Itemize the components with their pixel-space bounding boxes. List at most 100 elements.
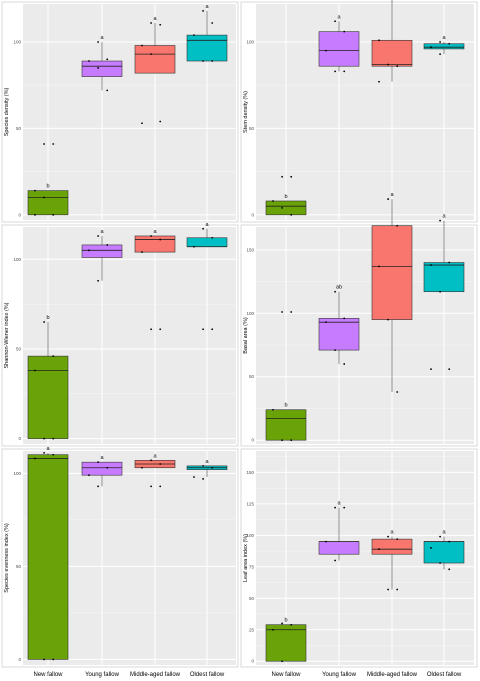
box-rect [27, 190, 69, 216]
y-tick-label: 0 [251, 212, 254, 217]
y-tick-label: 50 [16, 346, 22, 351]
data-point [343, 363, 346, 365]
panel-leaf-area: 0 25 50 75 100 125 150 Leaf area index (%) b a a a [240, 448, 478, 668]
significance-letter: ab [336, 285, 342, 291]
data-point [281, 439, 283, 442]
y-tick-label: 50 [249, 126, 255, 131]
y-tick-label: 75 [249, 564, 255, 569]
data-point [106, 244, 109, 246]
data-point [211, 236, 214, 239]
data-point [150, 459, 153, 462]
data-point [159, 328, 162, 331]
x-category-label: Middle-aged fallow [130, 672, 181, 678]
panel-stem-density: 0 50 100 Stem density (%) b a a a [240, 0, 478, 223]
data-point [202, 60, 205, 62]
box-rect [265, 409, 307, 441]
data-point [378, 265, 380, 268]
data-point [106, 466, 109, 469]
box-rect [318, 541, 360, 555]
data-point [211, 22, 214, 24]
data-point [272, 628, 274, 631]
data-point [202, 464, 205, 467]
data-point [281, 175, 283, 178]
box-1: a [81, 35, 123, 91]
significance-letter: a [205, 4, 209, 10]
significance-letter: a [153, 229, 157, 235]
box-rect [81, 461, 123, 476]
box-rect [134, 45, 176, 74]
data-point [141, 122, 143, 125]
data-point [159, 238, 162, 241]
data-point [34, 189, 36, 192]
data-point [211, 60, 214, 62]
data-point [150, 328, 153, 331]
data-point [43, 658, 45, 661]
box-rect [318, 318, 360, 351]
data-point [439, 41, 441, 43]
box-0: b [265, 618, 307, 662]
y-tick-label: 0 [18, 657, 21, 662]
box-3: a [423, 530, 465, 570]
data-point [430, 368, 432, 371]
y-axis-label: Stem density (%) [243, 91, 249, 133]
data-point [387, 198, 389, 200]
box-rect [186, 237, 228, 248]
significance-letter: a [390, 530, 394, 536]
x-category-label: Young fallow [322, 672, 356, 678]
data-point [448, 568, 451, 571]
significance-letter: a [153, 453, 157, 459]
box-2: a [134, 453, 176, 469]
data-point [325, 321, 327, 324]
data-point [43, 451, 45, 454]
data-point [325, 540, 327, 543]
data-point [448, 42, 451, 45]
box-rect [423, 43, 465, 50]
x-axis-categories: New fallow Young fallow Middle-aged fallow… [33, 672, 461, 678]
data-point [88, 60, 90, 62]
significance-letter: a [100, 455, 104, 461]
data-point [150, 235, 153, 237]
x-category-label: Oldest fallow [427, 672, 462, 678]
y-axis-label: Species evenness index (%) [4, 523, 10, 593]
data-point [97, 235, 99, 237]
data-point [193, 245, 195, 248]
data-point [97, 461, 99, 464]
y-tick-label: 100 [13, 471, 21, 476]
significance-letter: a [442, 214, 446, 220]
y-tick-label: 0 [251, 438, 254, 443]
box-0: b [265, 194, 307, 216]
data-point [159, 463, 162, 465]
significance-letter: a [46, 446, 50, 452]
data-point [97, 279, 99, 282]
data-point [439, 562, 441, 564]
data-point [34, 457, 36, 460]
y-tick-label: 50 [249, 596, 255, 601]
data-point [150, 485, 153, 488]
data-point [439, 535, 441, 538]
box-rect [265, 624, 307, 662]
data-point [439, 53, 441, 56]
data-point [141, 466, 143, 469]
data-point [387, 63, 389, 66]
panel-shannon-wiener: 0 50 100 Shannon-Wiener index (%) b a a a [1, 222, 239, 447]
data-point [88, 474, 90, 477]
data-point [430, 46, 432, 49]
box-2: a [371, 530, 413, 590]
data-point [334, 506, 336, 509]
x-category-label: New fallow [271, 672, 301, 678]
data-point [334, 20, 336, 23]
data-point [334, 70, 336, 73]
data-point [334, 349, 336, 351]
y-tick-label: 50 [16, 564, 22, 569]
significance-letter: a [337, 501, 341, 507]
y-tick-label: 150 [246, 247, 254, 252]
data-point [106, 89, 109, 92]
data-point [396, 224, 399, 227]
box-0: b [27, 184, 69, 216]
data-point [387, 318, 389, 321]
data-point [43, 196, 45, 199]
data-point [325, 49, 327, 52]
data-point [97, 41, 99, 43]
significance-letter: b [284, 618, 287, 624]
y-tick-label: 25 [249, 627, 255, 632]
